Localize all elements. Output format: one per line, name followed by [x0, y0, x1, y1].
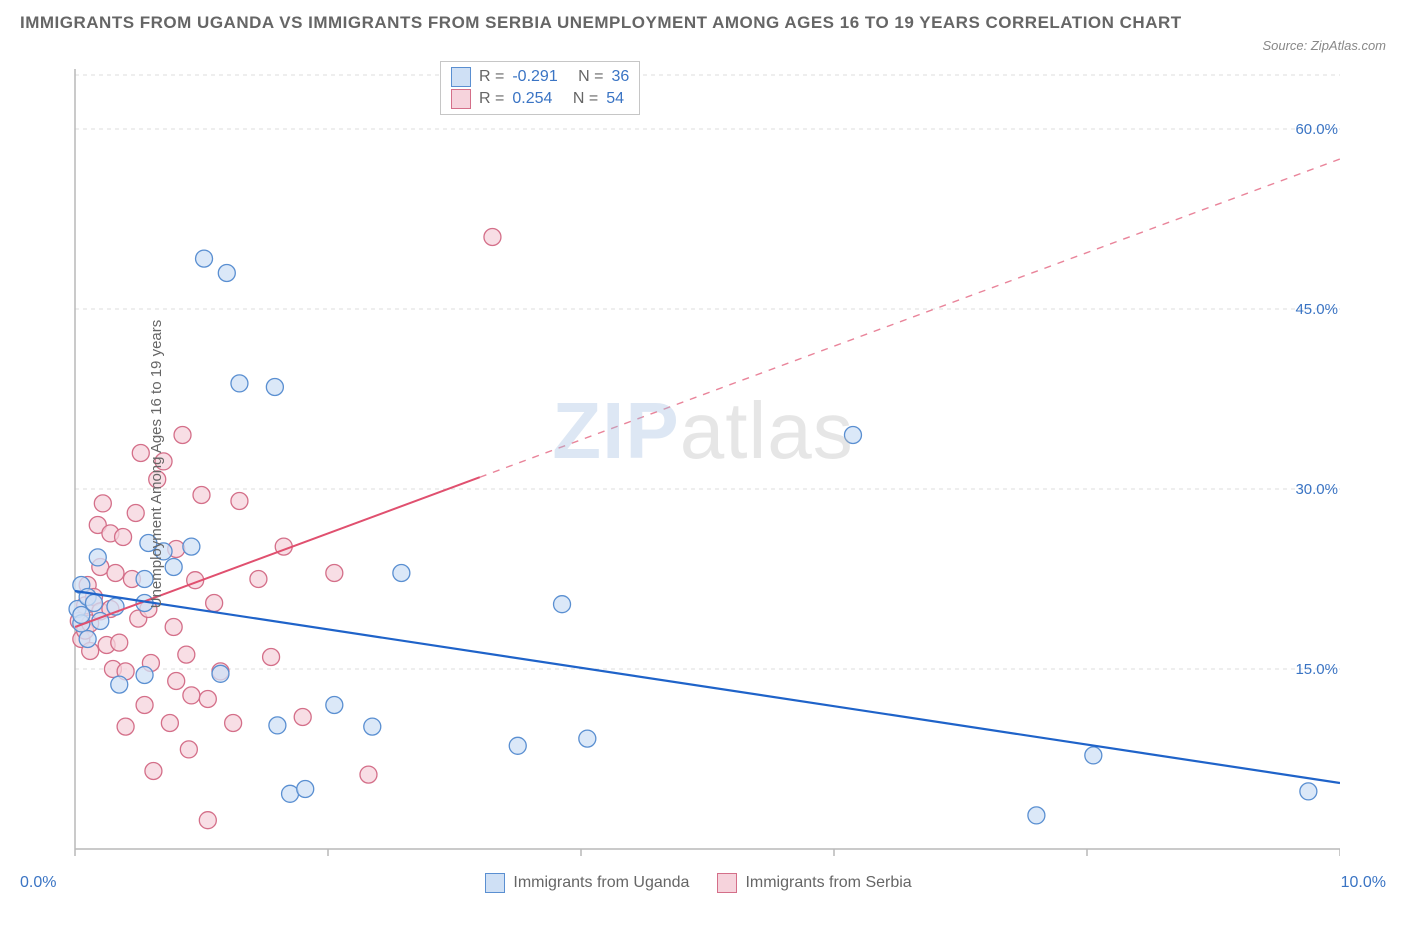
legend-label: Immigrants from Uganda	[513, 874, 689, 892]
svg-text:30.0%: 30.0%	[1295, 481, 1338, 498]
stat-value: 36	[612, 66, 630, 88]
svg-text:60.0%: 60.0%	[1295, 121, 1338, 138]
stat-label: N =	[573, 88, 598, 110]
svg-text:15.0%: 15.0%	[1295, 661, 1338, 678]
chart-area: Unemployment Among Ages 16 to 19 years Z…	[20, 59, 1386, 869]
stat-value: 0.254	[512, 88, 552, 110]
stat-value: -0.291	[512, 66, 557, 88]
swatch-icon	[451, 67, 471, 87]
stats-row: R = 0.254 N = 54	[451, 88, 629, 110]
swatch-icon	[451, 89, 471, 109]
y-axis-title: Unemployment Among Ages 16 to 19 years	[148, 319, 165, 608]
stat-label: R =	[479, 88, 504, 110]
stats-box: R = -0.291 N = 36 R = 0.254 N = 54	[440, 61, 640, 116]
x-axis-max-label: 10.0%	[1341, 874, 1386, 892]
source-label: Source: ZipAtlas.com	[1262, 38, 1386, 53]
swatch-icon	[717, 873, 737, 893]
stat-value: 54	[606, 88, 624, 110]
svg-text:45.0%: 45.0%	[1295, 301, 1338, 318]
stat-label: R =	[479, 66, 504, 88]
scatter-chart: 15.0% 30.0% 45.0% 60.0%	[20, 59, 1340, 869]
stats-row: R = -0.291 N = 36	[451, 66, 629, 88]
stat-label: N =	[578, 66, 603, 88]
legend-item: Immigrants from Uganda	[485, 873, 689, 893]
x-axis-min-label: 0.0%	[20, 874, 56, 892]
chart-title: IMMIGRANTS FROM UGANDA VS IMMIGRANTS FRO…	[20, 10, 1182, 36]
legend-label: Immigrants from Serbia	[745, 874, 911, 892]
swatch-icon	[485, 873, 505, 893]
legend-item: Immigrants from Serbia	[717, 873, 911, 893]
bottom-legend: 0.0% Immigrants from Uganda Immigrants f…	[20, 873, 1386, 893]
